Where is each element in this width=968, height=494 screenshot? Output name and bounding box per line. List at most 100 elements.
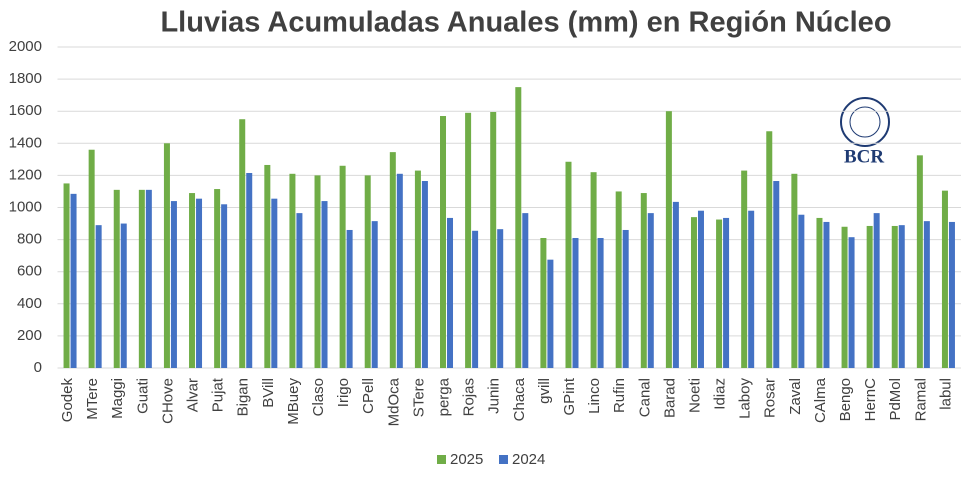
bar <box>622 229 629 368</box>
bar <box>440 116 447 368</box>
x-tick-label: Rufin <box>611 378 628 413</box>
x-tick-label: Zaval <box>787 378 804 415</box>
bar <box>289 173 296 368</box>
y-tick-label: 800 <box>17 231 42 248</box>
bar <box>522 213 529 368</box>
bar <box>873 213 880 368</box>
bar <box>120 223 127 368</box>
x-tick-label: MdOca <box>385 377 402 426</box>
bar <box>723 217 730 368</box>
bar <box>848 237 855 368</box>
x-tick-label: Guati <box>134 378 151 414</box>
bar <box>170 201 177 368</box>
x-tick-label: gvill <box>536 378 553 404</box>
x-tick-label: Rojas <box>461 378 478 416</box>
bar <box>640 193 647 368</box>
bar <box>948 221 955 368</box>
bar <box>841 226 848 368</box>
y-tick-label: 1200 <box>9 166 42 183</box>
x-tick-label: GPint <box>561 377 578 415</box>
bar <box>246 172 253 368</box>
bar <box>898 225 905 368</box>
bar <box>615 191 622 368</box>
chart-title: Lluvias Acumuladas Anuales (mm) en Regió… <box>160 7 891 39</box>
bar <box>138 189 145 368</box>
bar <box>672 201 679 368</box>
bar <box>196 198 203 368</box>
y-tick-label: 600 <box>17 263 42 280</box>
bar <box>447 217 454 368</box>
x-tick-label: Ramal <box>912 378 929 421</box>
bar <box>339 165 346 368</box>
bar <box>816 217 823 368</box>
x-tick-label: Junin <box>486 378 503 414</box>
y-tick-label: 1000 <box>9 198 42 215</box>
bar <box>572 237 579 368</box>
bar <box>665 111 672 368</box>
legend-swatch <box>437 455 446 464</box>
bar <box>472 230 479 368</box>
y-tick-label: 2000 <box>9 38 42 55</box>
bar <box>189 193 196 368</box>
x-tick-label: STere <box>410 378 427 417</box>
bar <box>565 161 572 368</box>
x-tick-label: labul <box>937 378 954 410</box>
bar <box>773 181 780 368</box>
bar <box>823 221 830 368</box>
x-tick-label: Linco <box>586 378 603 414</box>
bar <box>497 229 504 368</box>
x-tick-label: Canal <box>636 378 653 417</box>
x-tick-label: Chaca <box>511 377 528 421</box>
bar <box>95 225 102 368</box>
y-tick-label: 0 <box>34 359 42 376</box>
x-tick-label: BVill <box>260 378 277 408</box>
logo-seal-inner <box>849 106 881 138</box>
x-tick-label: CHove <box>159 378 176 424</box>
y-tick-label: 1600 <box>9 102 42 119</box>
bar <box>371 221 378 368</box>
x-tick-label: Bigan <box>235 378 252 416</box>
bar <box>314 175 321 368</box>
bar <box>791 173 798 368</box>
bar <box>264 164 271 368</box>
bar <box>271 198 278 368</box>
logo: BCR <box>840 97 890 167</box>
bar <box>321 201 328 368</box>
x-tick-label: MTere <box>84 378 101 420</box>
legend-label: 2024 <box>512 451 545 468</box>
x-tick-label: PdMol <box>887 378 904 421</box>
x-tick-label: Barad <box>661 378 678 418</box>
x-tick-label: Alvar <box>185 378 202 412</box>
bar <box>866 225 873 368</box>
bar <box>396 173 403 368</box>
bar <box>346 229 353 368</box>
y-tick-label: 1800 <box>9 70 42 87</box>
bar <box>214 189 221 368</box>
bar <box>697 210 704 368</box>
x-tick-label: HernC <box>862 378 879 422</box>
x-tick-label: CAlma <box>812 377 829 423</box>
bar <box>597 237 604 368</box>
bar <box>163 143 170 368</box>
y-tick-label: 400 <box>17 295 42 312</box>
bar <box>716 219 723 368</box>
bar <box>923 221 930 368</box>
bar <box>490 112 497 368</box>
x-tick-label: CPell <box>360 378 377 414</box>
y-tick-label: 1400 <box>9 134 42 151</box>
bar <box>891 225 898 368</box>
bar <box>239 119 246 368</box>
bar <box>465 112 472 369</box>
bar <box>515 87 522 368</box>
x-tick-label: Laboy <box>737 378 754 419</box>
bar <box>421 181 428 368</box>
bar <box>741 170 748 368</box>
x-tick-label: Maggi <box>109 378 126 419</box>
bar <box>540 237 547 368</box>
y-tick-label: 200 <box>17 327 42 344</box>
bar <box>916 155 923 368</box>
legend-swatch <box>499 455 508 464</box>
bar <box>690 217 697 368</box>
x-tick-label: Pujat <box>210 377 227 412</box>
